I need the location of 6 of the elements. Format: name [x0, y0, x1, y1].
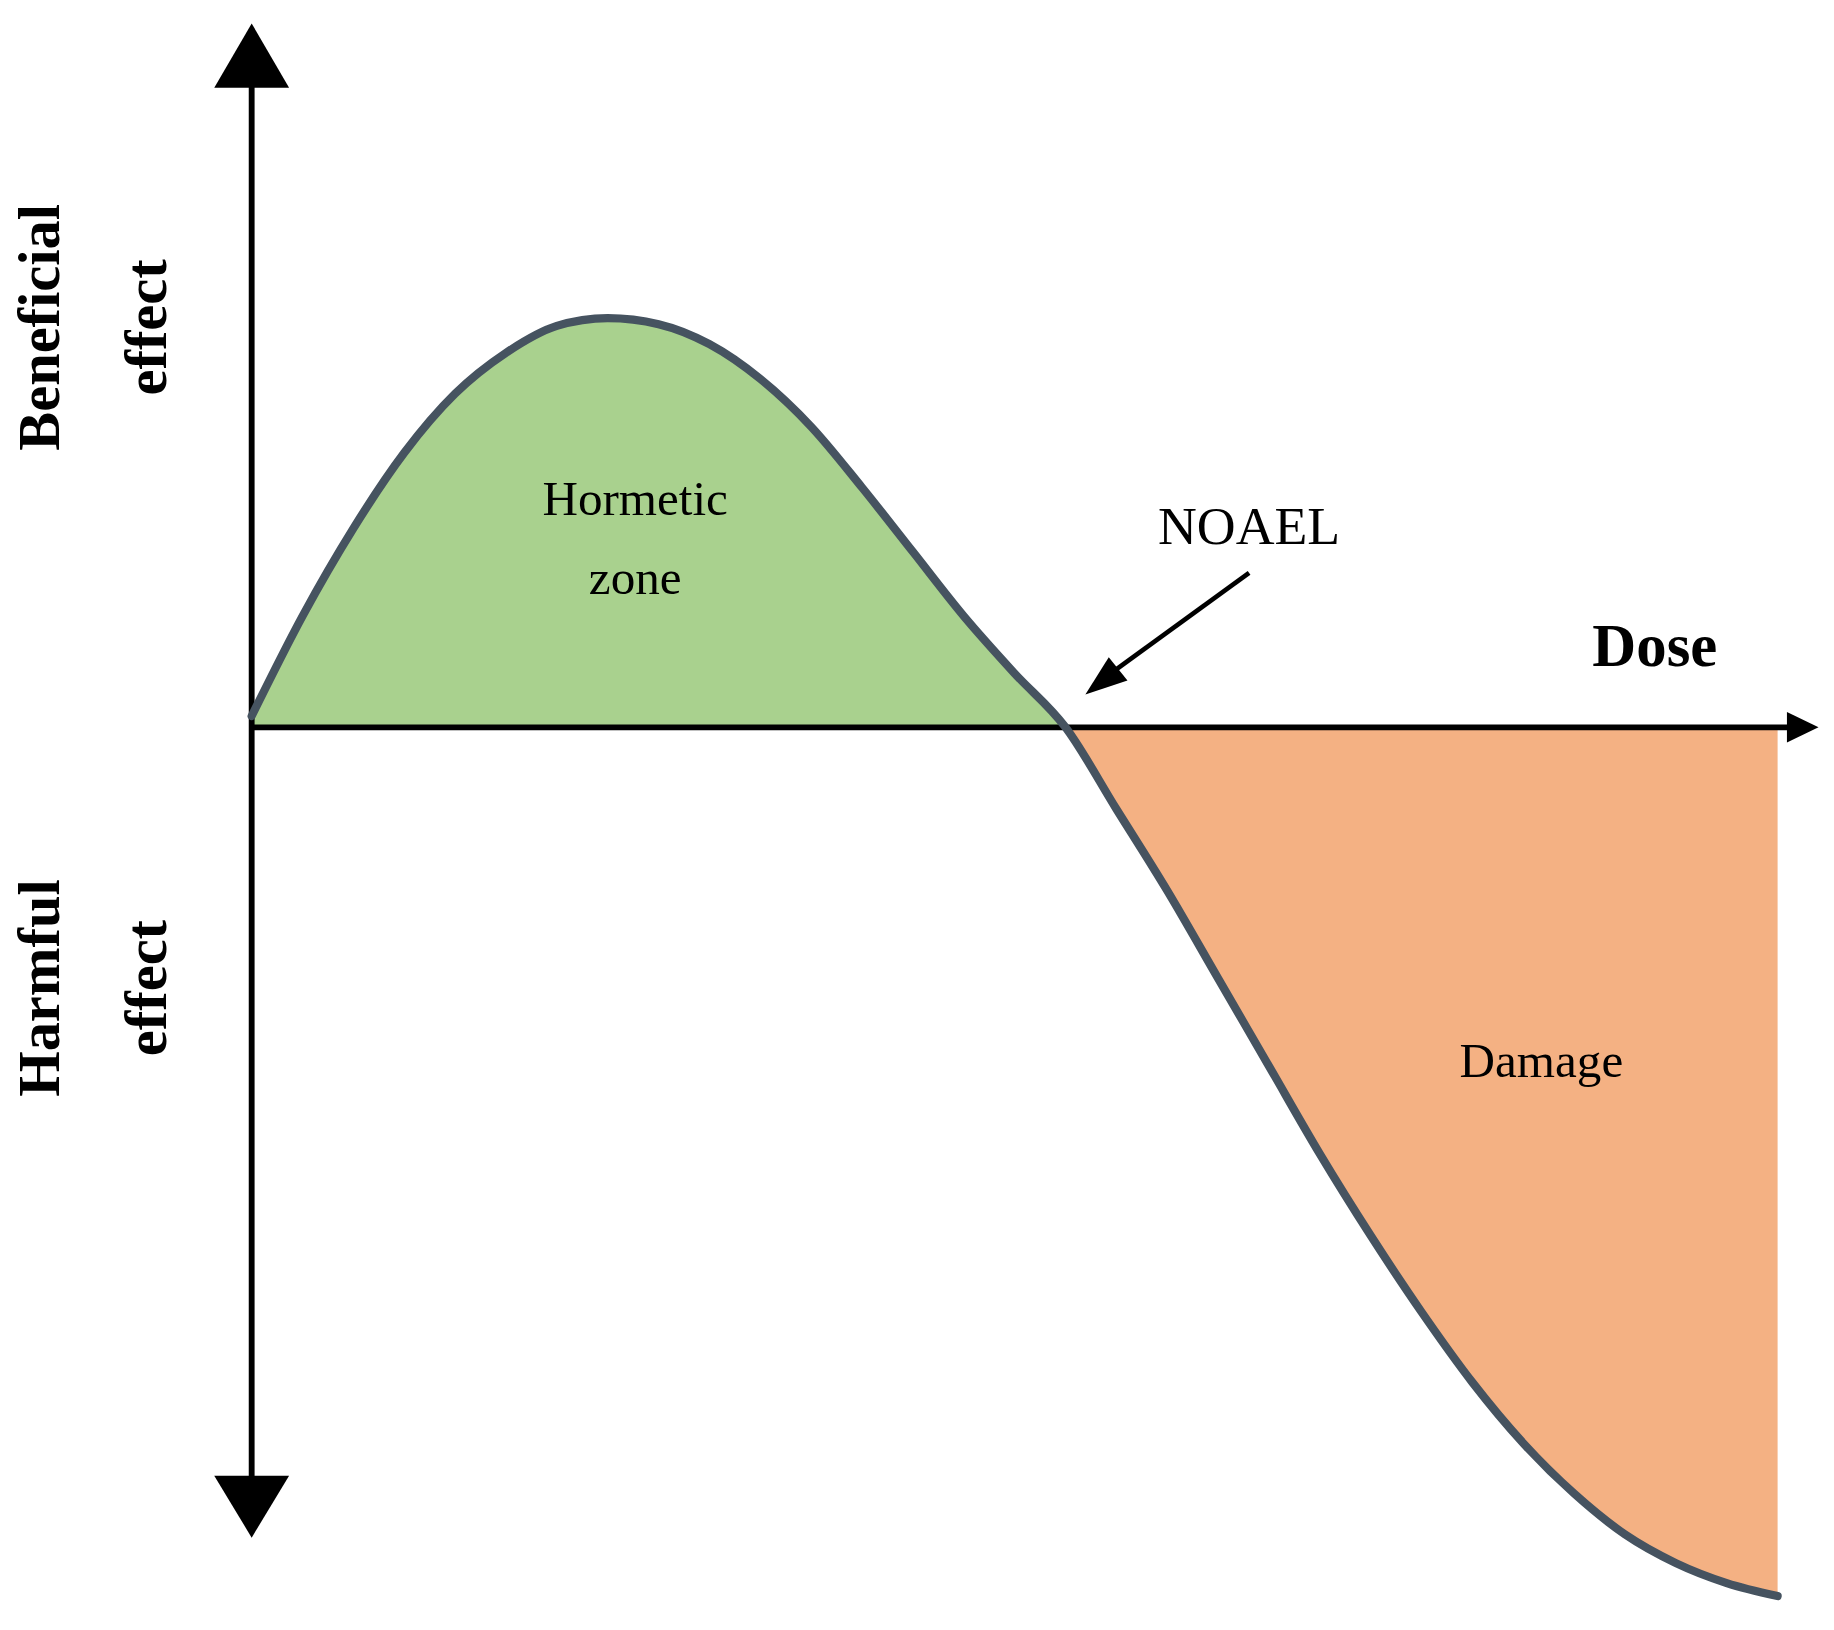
- annotation: Hormetic zone: [542, 471, 728, 606]
- annotation: Damage: [1459, 1033, 1624, 1089]
- text: Beneficial effect: [7, 204, 180, 451]
- annotation: NOAEL: [1157, 496, 1341, 557]
- text: Harmful effect: [7, 879, 180, 1097]
- x-axis-title: Dose: [1592, 612, 1718, 680]
